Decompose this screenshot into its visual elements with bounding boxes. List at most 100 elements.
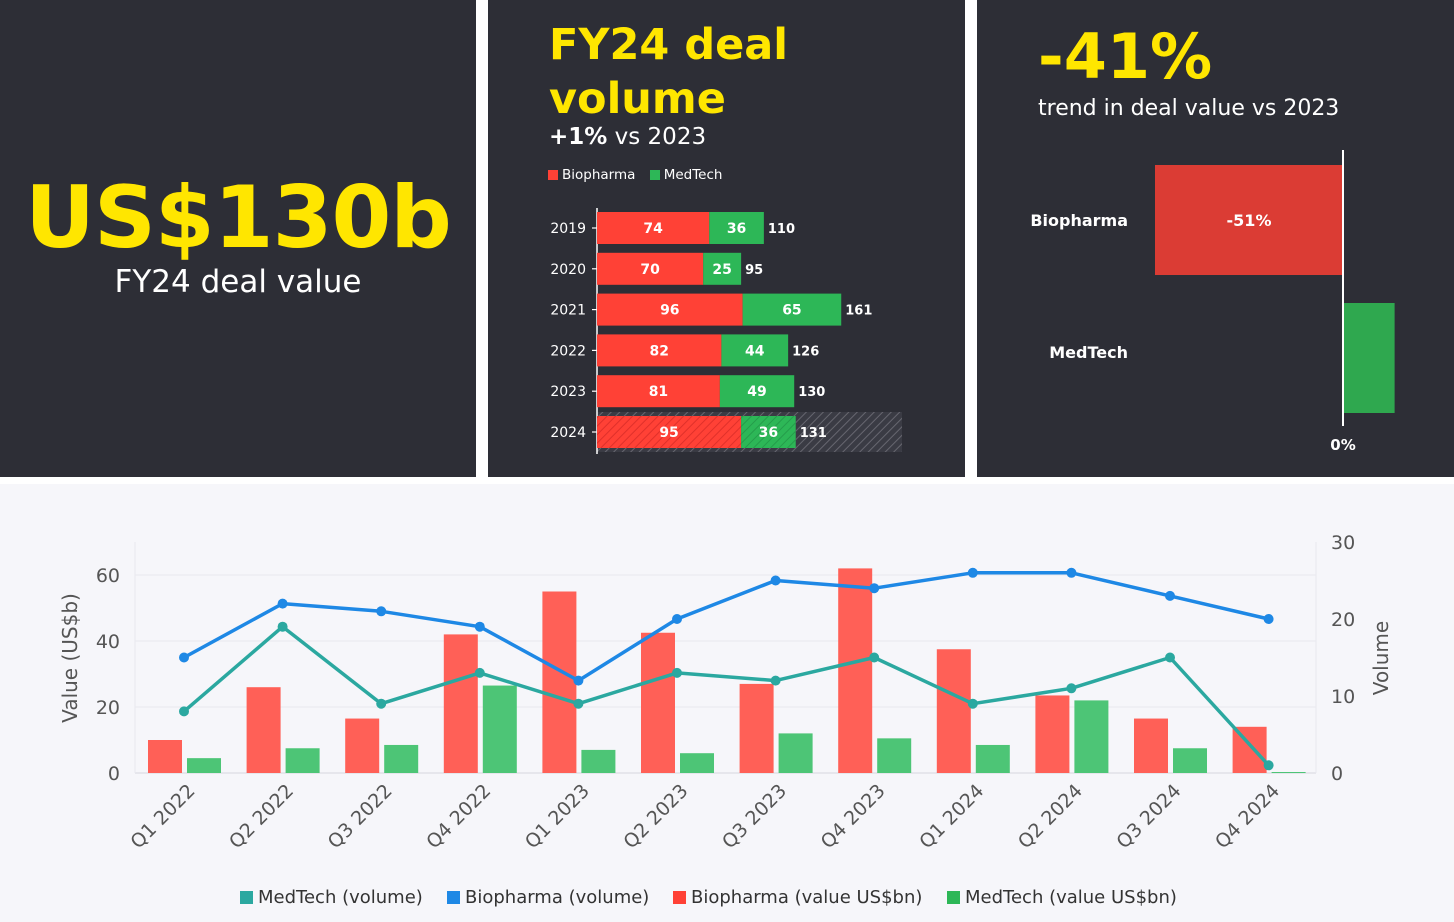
- point-medtech-volume: [573, 698, 584, 709]
- volume-label-medtech: 49: [747, 384, 766, 400]
- bar-medtech-value: [581, 749, 616, 773]
- bar-biopharma-value: [739, 683, 774, 773]
- bar-medtech-value: [285, 748, 320, 773]
- y-tick-label: 40: [96, 631, 120, 653]
- x-tick-label: Q1 2022: [126, 780, 199, 853]
- bar-biopharma-value: [345, 718, 380, 773]
- deal-volume-legend: Biopharma MedTech: [548, 167, 722, 183]
- trend-value-number: -41%: [1038, 20, 1213, 93]
- point-medtech-volume: [967, 698, 978, 709]
- volume-year-label: 2023: [550, 384, 586, 400]
- point-medtech-volume: [179, 706, 189, 717]
- legend-biopharma-volume[interactable]: Biopharma (volume): [447, 887, 649, 908]
- volume-label-total: 110: [768, 222, 795, 237]
- volume-bar-medtech: [703, 252, 742, 285]
- x-tick-label: Q4 2024: [1211, 780, 1284, 853]
- deal-volume-change: +1% vs 2023: [549, 124, 706, 150]
- bar-biopharma-value: [246, 687, 281, 773]
- volume-year-label: 2022: [550, 343, 586, 359]
- bar-medtech-value: [187, 758, 221, 773]
- trend-chart: Biopharma -51% MedTech 0%: [1030, 150, 1395, 454]
- y-tick-label: 60: [96, 565, 120, 587]
- legend-label: MedTech (volume): [258, 887, 423, 908]
- legend-swatch-medtech: [649, 170, 660, 180]
- volume-bar-biopharma: [597, 252, 704, 285]
- volume-label-total: 161: [845, 304, 872, 319]
- point-biopharma-volume: [770, 575, 781, 586]
- volume-label-total: 131: [800, 426, 827, 441]
- point-medtech-volume: [277, 621, 288, 632]
- volume-label-biopharma: 95: [659, 425, 678, 441]
- legend-label: Biopharma (value US$bn): [691, 887, 923, 908]
- volume-label-medtech: 44: [745, 343, 765, 359]
- point-biopharma-volume: [1066, 567, 1077, 578]
- volume-bar-biopharma: [597, 293, 743, 326]
- point-medtech-volume: [1263, 760, 1274, 771]
- legend-label-biopharma: Biopharma: [562, 167, 636, 183]
- x-tick-label: Q4 2023: [817, 780, 890, 853]
- point-biopharma-volume: [1165, 590, 1175, 601]
- volume-label-total: 126: [792, 344, 819, 359]
- legend-medtech-value[interactable]: MedTech (value US$bn): [947, 887, 1177, 908]
- deal-volume-chart: 2019 74 36 110 2020 70 25 95 2021 96 65 161 2022 82 44…: [550, 208, 902, 454]
- x-tick-label: Q1 2023: [521, 780, 594, 853]
- bar-biopharma-value: [1035, 695, 1070, 773]
- point-biopharma-volume: [672, 614, 682, 624]
- deal-value-number: US$130b: [25, 168, 452, 268]
- volume-bar-biopharma: [597, 212, 710, 244]
- point-medtech-volume: [770, 675, 781, 686]
- bar-biopharma-value: [1134, 718, 1168, 773]
- point-biopharma-volume: [573, 675, 584, 686]
- volume-bar-medtech: [719, 375, 795, 408]
- trend-bar-biopharma: [1155, 165, 1343, 275]
- bar-biopharma-value: [936, 649, 971, 773]
- legend-medtech-volume[interactable]: MedTech (volume): [240, 887, 423, 908]
- bar-medtech-value: [1173, 748, 1207, 773]
- x-tick-label: Q3 2022: [324, 780, 397, 853]
- line-medtech-volume: [182, 624, 1270, 767]
- bar-biopharma-value: [838, 568, 873, 773]
- legend-swatch: [240, 891, 253, 904]
- deal-volume-panel: FY24 deal volume +1% vs 2023 Biopharma M…: [488, 0, 965, 477]
- y2-tick-label: 30: [1331, 532, 1355, 554]
- y-tick-label: 0: [108, 763, 120, 785]
- trend-bar-label: -51%: [1227, 211, 1272, 230]
- x-tick-label: Q3 2023: [718, 780, 791, 853]
- legend-swatch: [447, 891, 460, 904]
- trend-bar-medtech: [1343, 303, 1395, 413]
- x-tick-label: Q1 2024: [915, 780, 988, 853]
- deal-value-panel: US$130b FY24 deal value: [0, 0, 476, 477]
- bar-medtech-value: [877, 738, 912, 773]
- volume-bar-medtech: [721, 334, 789, 367]
- volume-label-biopharma: 82: [649, 343, 668, 359]
- bar-medtech-value: [680, 753, 714, 773]
- volume-label-biopharma: 81: [649, 384, 668, 400]
- bar-medtech-value: [975, 744, 1010, 773]
- x-tick-label: Q2 2023: [619, 780, 692, 853]
- legend-swatch-biopharma: [548, 170, 558, 180]
- volume-bar-biopharma: [597, 334, 722, 367]
- y2-axis-title: Volume: [1369, 621, 1393, 695]
- volume-bar-biopharma: [597, 416, 742, 448]
- point-biopharma-volume: [179, 652, 189, 663]
- point-biopharma-volume: [474, 621, 485, 632]
- volume-label-biopharma: 74: [643, 221, 663, 237]
- point-biopharma-volume: [376, 606, 387, 617]
- trend-category-label: MedTech: [1049, 343, 1128, 362]
- bar-biopharma-value: [542, 591, 577, 773]
- point-medtech-volume: [672, 667, 682, 678]
- volume-label-biopharma: 70: [640, 262, 660, 278]
- y-axis-title: Value (US$b): [58, 593, 82, 723]
- deal-volume-change-value: +1%: [549, 124, 608, 150]
- volume-bar-medtech: [742, 293, 842, 326]
- volume-label-medtech: 65: [782, 303, 801, 319]
- point-biopharma-volume: [869, 583, 880, 594]
- bar-medtech-value: [778, 733, 813, 773]
- bar-biopharma-value: [443, 634, 478, 773]
- legend-swatch: [947, 891, 960, 904]
- bar-medtech-value: [1074, 700, 1109, 773]
- y-tick-label: 20: [96, 697, 120, 719]
- x-tick-label: Q4 2022: [422, 780, 495, 853]
- volume-label-total: 95: [745, 263, 763, 278]
- legend-biopharma-value[interactable]: Biopharma (value US$bn): [673, 887, 922, 908]
